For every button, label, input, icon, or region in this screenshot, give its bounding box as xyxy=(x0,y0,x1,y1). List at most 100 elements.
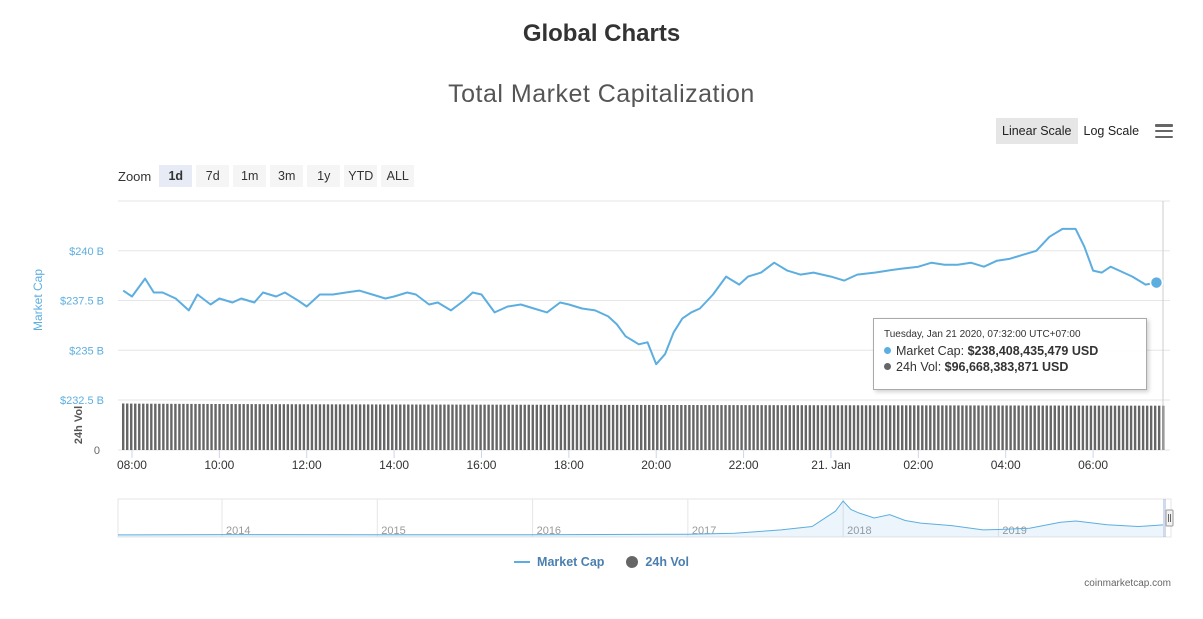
vol-bar xyxy=(1009,405,1012,450)
market-cap-line xyxy=(122,227,1157,366)
page-title: Global Charts xyxy=(522,20,681,47)
vol-bar xyxy=(587,404,591,450)
vol-bar xyxy=(447,404,450,450)
vol-bar xyxy=(772,405,775,450)
vol-bar xyxy=(623,404,627,450)
vol-bar xyxy=(362,404,366,450)
zoom-7d-button[interactable]: 7d xyxy=(196,165,230,187)
vol-bar xyxy=(499,404,502,450)
vol-bar xyxy=(539,404,543,450)
vol-bar xyxy=(660,404,663,450)
vol-bar xyxy=(1137,405,1141,450)
vol-bar xyxy=(905,405,908,450)
chart-tooltip: Tuesday, Jan 21 2020, 07:32:00 UTC+07:00… xyxy=(873,318,1147,390)
vol-bar xyxy=(226,404,229,450)
vol-bar xyxy=(1069,405,1073,450)
vol-bar xyxy=(937,405,940,450)
navigator-handle[interactable] xyxy=(1165,509,1174,527)
vol-bar xyxy=(607,404,611,450)
navigator-tick-label: 2014 xyxy=(226,525,250,537)
vol-bar xyxy=(708,405,711,450)
vol-bar xyxy=(631,404,635,450)
vol-bar xyxy=(852,405,856,450)
vol-bar xyxy=(479,404,482,450)
vol-bar xyxy=(527,404,530,450)
vol-bar xyxy=(997,405,1000,450)
legend-market-cap[interactable]: Market Cap xyxy=(514,555,604,569)
vol-bar xyxy=(619,404,623,450)
vol-bar xyxy=(1141,405,1145,450)
vol-bar xyxy=(214,403,217,450)
x-tick-label: 21. Jan xyxy=(811,458,850,472)
vol-bar xyxy=(531,404,534,450)
y-axis-title: Market Cap xyxy=(31,269,45,331)
vol-bar xyxy=(635,404,639,450)
vol-bar xyxy=(330,404,334,450)
tooltip-vol-row: 24h Vol: $96,668,383,871 USD xyxy=(884,359,1136,375)
vol-bar xyxy=(615,404,619,450)
zoom-1y-button[interactable]: 1y xyxy=(307,165,341,187)
x-tick-label: 22:00 xyxy=(729,458,759,472)
vol-bar xyxy=(864,405,868,450)
vol-bar xyxy=(523,404,526,450)
vol-bar xyxy=(788,405,791,450)
vol-bar xyxy=(370,404,374,450)
vol-bar xyxy=(696,405,699,450)
vol-bar xyxy=(1057,405,1060,450)
vol-bar xyxy=(399,404,402,450)
tooltip-vol-value: $96,668,383,871 USD xyxy=(944,360,1069,374)
vol-bar xyxy=(989,405,992,450)
tooltip-date: Tuesday, Jan 21 2020, 07:32:00 UTC+07:00 xyxy=(884,329,1081,340)
vol-bar xyxy=(888,405,892,450)
vol-bar xyxy=(1109,405,1113,450)
hamburger-menu-icon[interactable] xyxy=(1155,124,1174,138)
credits-link[interactable]: coinmarketcap.com xyxy=(1084,578,1171,589)
zoom-1d-button[interactable]: 1d xyxy=(159,165,193,187)
vol-bar xyxy=(820,405,824,450)
vol-bar xyxy=(824,405,828,450)
vol-bar xyxy=(1037,405,1040,450)
vol-bar xyxy=(583,404,587,450)
zoom-3m-button[interactable]: 3m xyxy=(270,165,304,187)
vol-bar xyxy=(459,404,462,450)
vol-bar xyxy=(913,405,916,450)
vol-bar xyxy=(1029,405,1032,450)
vol-bar xyxy=(443,404,446,450)
zoom-ytd-button[interactable]: YTD xyxy=(344,165,378,187)
vol-bar xyxy=(929,405,932,450)
vol-bar xyxy=(957,405,960,450)
vol-bar xyxy=(985,405,988,450)
vol-bar xyxy=(302,404,306,450)
vol-bar xyxy=(1073,405,1077,450)
vol-bar xyxy=(776,405,779,450)
navigator-selection xyxy=(1163,499,1166,537)
vol-bar xyxy=(210,403,213,450)
log-scale-button[interactable]: Log Scale xyxy=(1083,124,1140,138)
vol-bar xyxy=(475,404,478,450)
vol-bar xyxy=(1105,405,1109,450)
vol-bar xyxy=(250,404,253,450)
vol-bar xyxy=(567,404,571,450)
vol-bar xyxy=(969,405,972,450)
vol-bar xyxy=(676,404,679,450)
legend-24h-vol[interactable]: 24h Vol xyxy=(626,555,689,569)
vol-bar xyxy=(1117,405,1121,450)
vol-bar xyxy=(792,405,795,450)
vol-bar xyxy=(138,403,141,450)
vol-bar xyxy=(503,404,506,450)
circle-icon xyxy=(626,556,639,568)
linear-scale-button[interactable]: Linear Scale xyxy=(996,118,1078,144)
vol-bar xyxy=(278,404,282,450)
tooltip-market-cap-label: Market Cap: xyxy=(896,344,968,358)
vol-bar xyxy=(571,404,575,450)
zoom-1m-button[interactable]: 1m xyxy=(233,165,267,187)
vol-bar xyxy=(415,404,418,450)
vol-bar xyxy=(451,404,454,450)
vol-bar xyxy=(644,404,647,450)
vol-axis-title: 24h Vol xyxy=(73,406,85,444)
zoom-all-button[interactable]: ALL xyxy=(381,165,415,187)
vol-bar xyxy=(511,404,514,450)
navigator-tick-label: 2019 xyxy=(1002,525,1026,537)
vol-bar xyxy=(403,404,406,450)
